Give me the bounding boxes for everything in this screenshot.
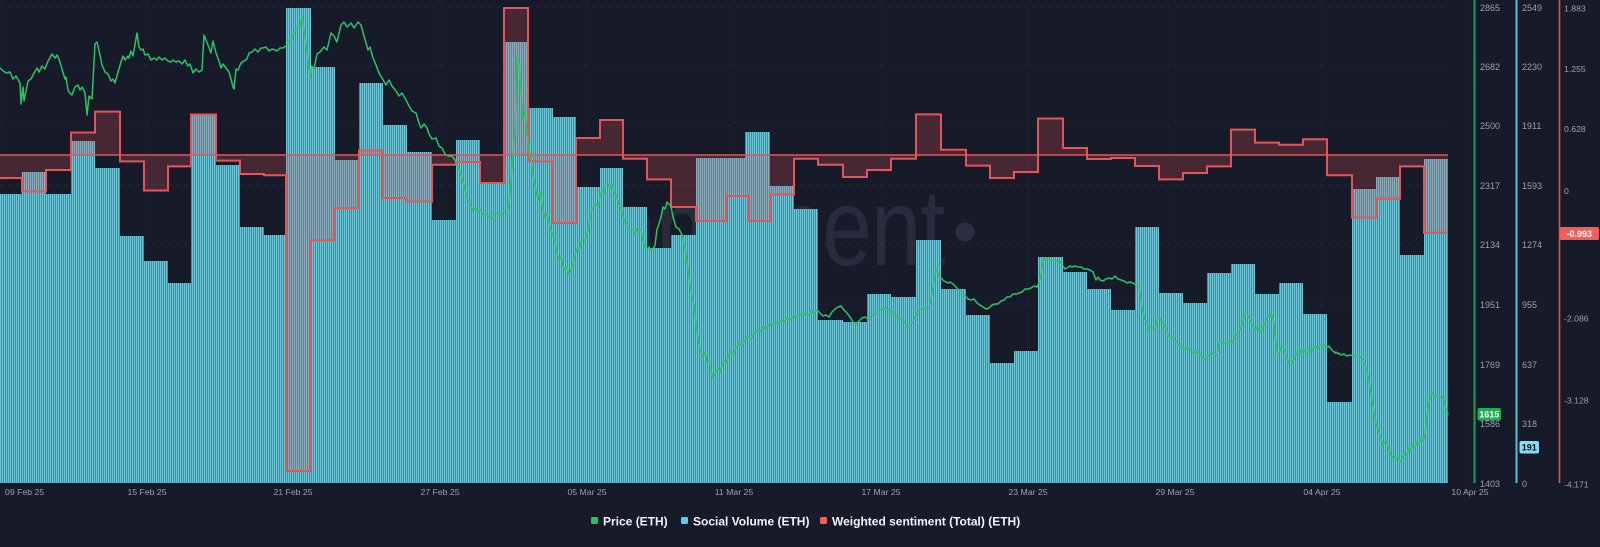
svg-text:29 Mar 25: 29 Mar 25 <box>1155 487 1194 497</box>
svg-text:-2.086: -2.086 <box>1564 314 1589 324</box>
svg-text:27 Feb 25: 27 Feb 25 <box>420 487 459 497</box>
svg-text:2549: 2549 <box>1522 3 1542 13</box>
svg-text:1911: 1911 <box>1522 121 1541 131</box>
svg-text:1403: 1403 <box>1480 479 1500 489</box>
svg-text:Weighted sentiment (Total) (ET: Weighted sentiment (Total) (ETH) <box>832 515 1020 529</box>
svg-text:637: 637 <box>1522 360 1537 370</box>
svg-text:1274: 1274 <box>1522 240 1542 250</box>
svg-text:Social Volume (ETH): Social Volume (ETH) <box>693 515 809 529</box>
svg-text:11 Mar 25: 11 Mar 25 <box>715 487 754 497</box>
svg-text:0: 0 <box>1522 479 1527 489</box>
svg-text:-3.128: -3.128 <box>1564 396 1589 406</box>
svg-text:2682: 2682 <box>1480 62 1500 72</box>
svg-text:2500: 2500 <box>1480 121 1500 131</box>
svg-text:10 Apr 25: 10 Apr 25 <box>1451 487 1488 497</box>
svg-text:0: 0 <box>1564 186 1569 196</box>
svg-text:191: 191 <box>1522 443 1537 453</box>
svg-text:1615: 1615 <box>1479 410 1499 420</box>
svg-text:2865: 2865 <box>1480 3 1500 13</box>
svg-text:23 Mar 25: 23 Mar 25 <box>1008 487 1047 497</box>
svg-text:1593: 1593 <box>1522 181 1542 191</box>
svg-text:09 Feb 25: 09 Feb 25 <box>5 487 44 497</box>
svg-text:21 Feb 25: 21 Feb 25 <box>273 487 312 497</box>
svg-text:1586: 1586 <box>1480 419 1500 429</box>
svg-text:955: 955 <box>1522 300 1537 310</box>
svg-text:04 Apr 25: 04 Apr 25 <box>1303 487 1340 497</box>
svg-text:2317: 2317 <box>1480 181 1500 191</box>
svg-text:2134: 2134 <box>1480 240 1500 250</box>
svg-text:Price (ETH): Price (ETH) <box>603 515 668 529</box>
svg-text:0.628: 0.628 <box>1564 124 1586 134</box>
svg-text:1769: 1769 <box>1480 360 1500 370</box>
svg-text:17 Mar 25: 17 Mar 25 <box>861 487 900 497</box>
svg-text:1.255: 1.255 <box>1564 64 1586 74</box>
svg-text:2230: 2230 <box>1522 62 1542 72</box>
svg-text:05 Mar 25: 05 Mar 25 <box>567 487 606 497</box>
svg-text:1.883: 1.883 <box>1564 4 1586 14</box>
svg-text:318: 318 <box>1522 419 1537 429</box>
svg-text:-4.171: -4.171 <box>1564 480 1589 490</box>
svg-text:1951: 1951 <box>1480 300 1500 310</box>
svg-text:-0.993: -0.993 <box>1567 229 1593 239</box>
svg-text:15 Feb 25: 15 Feb 25 <box>127 487 166 497</box>
